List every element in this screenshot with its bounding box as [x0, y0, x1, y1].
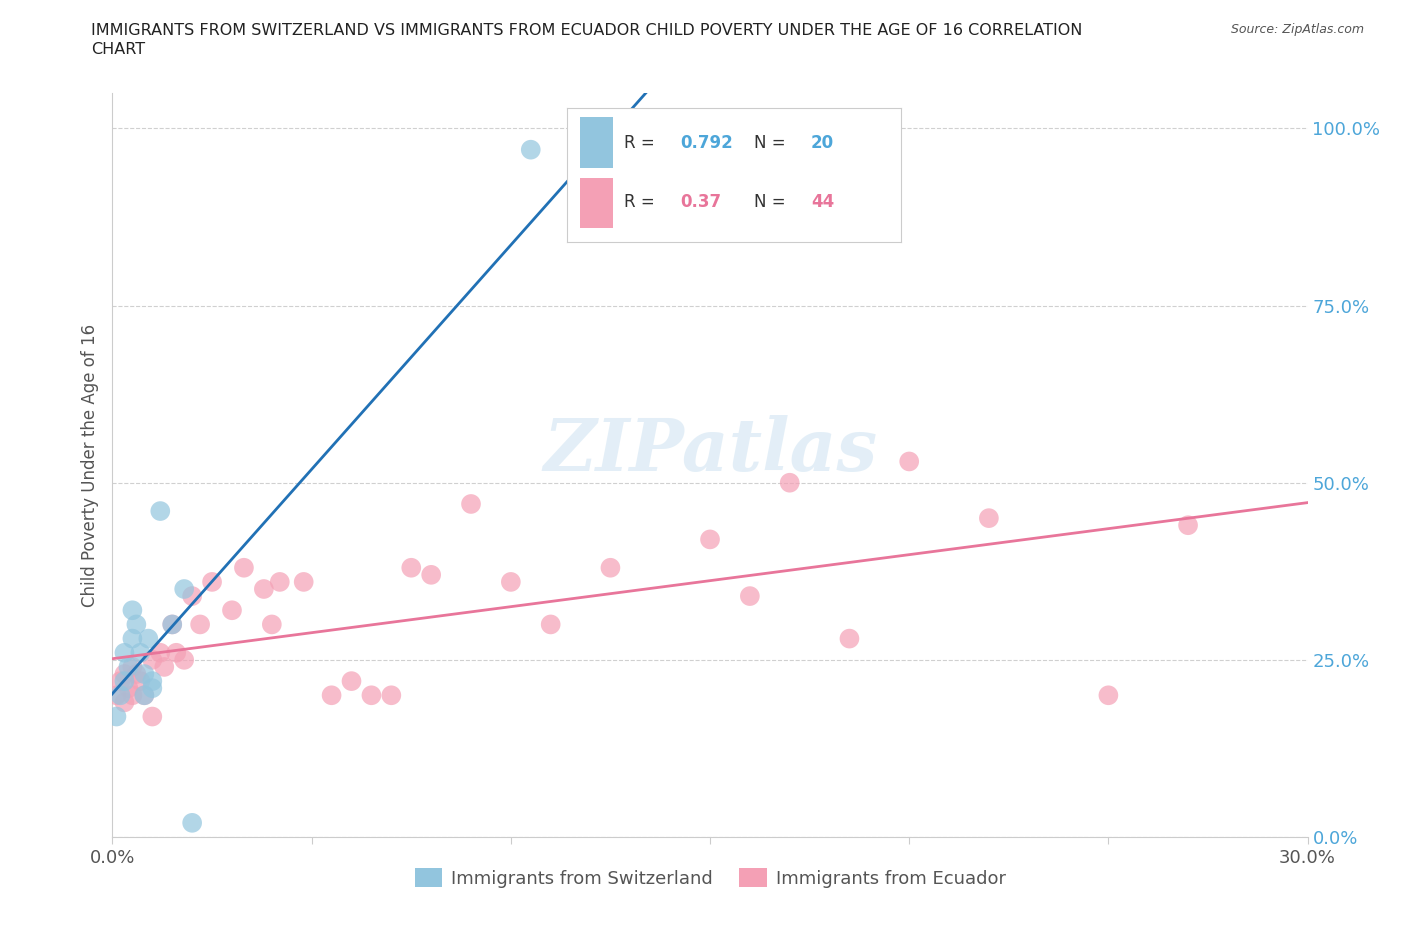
- Point: [838, 631, 860, 646]
- Point: [129, 645, 152, 660]
- Point: [141, 709, 163, 724]
- Point: [114, 695, 135, 710]
- Point: [292, 575, 315, 590]
- Point: [149, 645, 172, 660]
- Point: [110, 688, 132, 703]
- Point: [114, 645, 135, 660]
- Point: [380, 688, 402, 703]
- Point: [540, 617, 562, 631]
- Point: [181, 816, 204, 830]
- Point: [499, 575, 522, 590]
- Point: [173, 653, 195, 668]
- Point: [117, 659, 139, 674]
- Point: [401, 560, 423, 575]
- Point: [520, 142, 543, 157]
- Point: [977, 511, 1000, 525]
- Point: [121, 631, 143, 646]
- Point: [360, 688, 382, 703]
- Point: [134, 667, 156, 682]
- Point: [898, 454, 921, 469]
- Text: IMMIGRANTS FROM SWITZERLAND VS IMMIGRANTS FROM ECUADOR CHILD POVERTY UNDER THE A: IMMIGRANTS FROM SWITZERLAND VS IMMIGRANT…: [91, 23, 1083, 38]
- Point: [181, 589, 204, 604]
- Point: [105, 709, 128, 724]
- Point: [121, 603, 143, 618]
- Point: [599, 560, 621, 575]
- Point: [260, 617, 283, 631]
- Point: [134, 688, 156, 703]
- Text: CHART: CHART: [91, 42, 145, 57]
- Point: [138, 631, 160, 646]
- Point: [121, 688, 143, 703]
- Point: [269, 575, 291, 590]
- Point: [129, 673, 152, 688]
- Text: Source: ZipAtlas.com: Source: ZipAtlas.com: [1230, 23, 1364, 36]
- Text: ZIPatlas: ZIPatlas: [543, 415, 877, 485]
- Point: [321, 688, 343, 703]
- Point: [460, 497, 482, 512]
- Point: [779, 475, 801, 490]
- Point: [165, 645, 187, 660]
- Point: [153, 659, 176, 674]
- Point: [221, 603, 243, 618]
- Point: [141, 653, 163, 668]
- Point: [149, 504, 172, 519]
- Y-axis label: Child Poverty Under the Age of 16: Child Poverty Under the Age of 16: [80, 324, 98, 606]
- Point: [134, 688, 156, 703]
- Point: [141, 681, 163, 696]
- Point: [253, 581, 276, 596]
- Legend: Immigrants from Switzerland, Immigrants from Ecuador: Immigrants from Switzerland, Immigrants …: [408, 861, 1012, 895]
- Point: [1177, 518, 1199, 533]
- Point: [121, 659, 143, 674]
- Point: [201, 575, 224, 590]
- Point: [162, 617, 183, 631]
- Point: [233, 560, 256, 575]
- Point: [188, 617, 211, 631]
- Point: [105, 688, 128, 703]
- Point: [619, 142, 641, 157]
- Point: [699, 532, 721, 547]
- Point: [420, 567, 443, 582]
- Point: [114, 667, 135, 682]
- Point: [173, 581, 195, 596]
- Point: [1097, 688, 1119, 703]
- Point: [114, 673, 135, 688]
- Point: [162, 617, 183, 631]
- Point: [117, 681, 139, 696]
- Point: [125, 617, 148, 631]
- Point: [125, 667, 148, 682]
- Point: [340, 673, 363, 688]
- Point: [141, 673, 163, 688]
- Point: [738, 589, 761, 604]
- Point: [110, 673, 132, 688]
